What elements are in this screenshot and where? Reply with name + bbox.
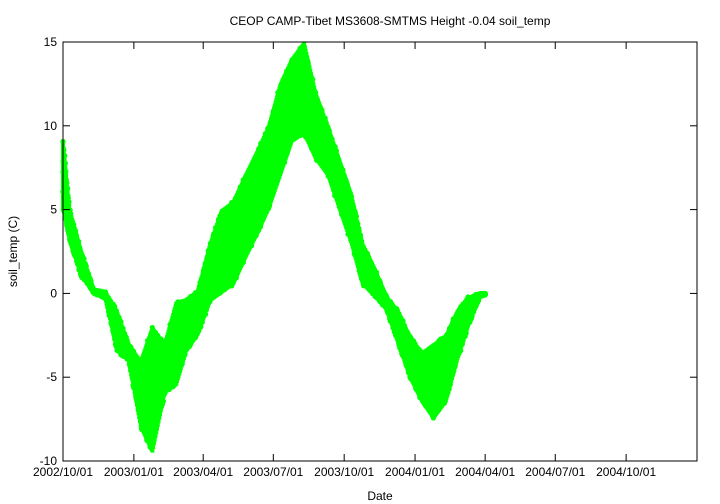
x-tick-label: 2003/10/01 (314, 465, 374, 479)
plot-area (60, 42, 489, 453)
x-tick-label: 2004/04/01 (455, 465, 515, 479)
y-tick-label: 5 (50, 203, 57, 217)
x-tick-label: 2003/04/01 (173, 465, 233, 479)
x-tick-label: 2004/10/01 (596, 465, 656, 479)
x-tick-label: 2004/01/01 (385, 465, 445, 479)
x-tick-label: 2003/07/01 (243, 465, 303, 479)
x-tick-label: 2002/10/01 (33, 465, 93, 479)
x-tick-label: 2004/07/01 (525, 465, 585, 479)
x-tick-label: 2003/01/01 (104, 465, 164, 479)
chart-title: CEOP CAMP-Tibet MS3608-SMTMS Height -0.0… (230, 14, 551, 28)
y-tick-label: 15 (44, 35, 58, 49)
y-tick-label: -5 (46, 370, 57, 384)
plot-frame (62, 41, 698, 462)
y-tick-label: 10 (44, 119, 58, 133)
y-axis-ticks: -10 -5 0 5 10 15 (40, 35, 697, 468)
y-tick-label: 0 (50, 286, 57, 300)
x-axis-ticks: 2002/10/01 2003/01/01 2003/04/01 2003/07/01… (33, 42, 656, 479)
y-tick-label: -10 (40, 454, 58, 468)
x-axis-label: Date (367, 489, 393, 503)
y-axis-label: soil_temp (C) (6, 216, 20, 287)
